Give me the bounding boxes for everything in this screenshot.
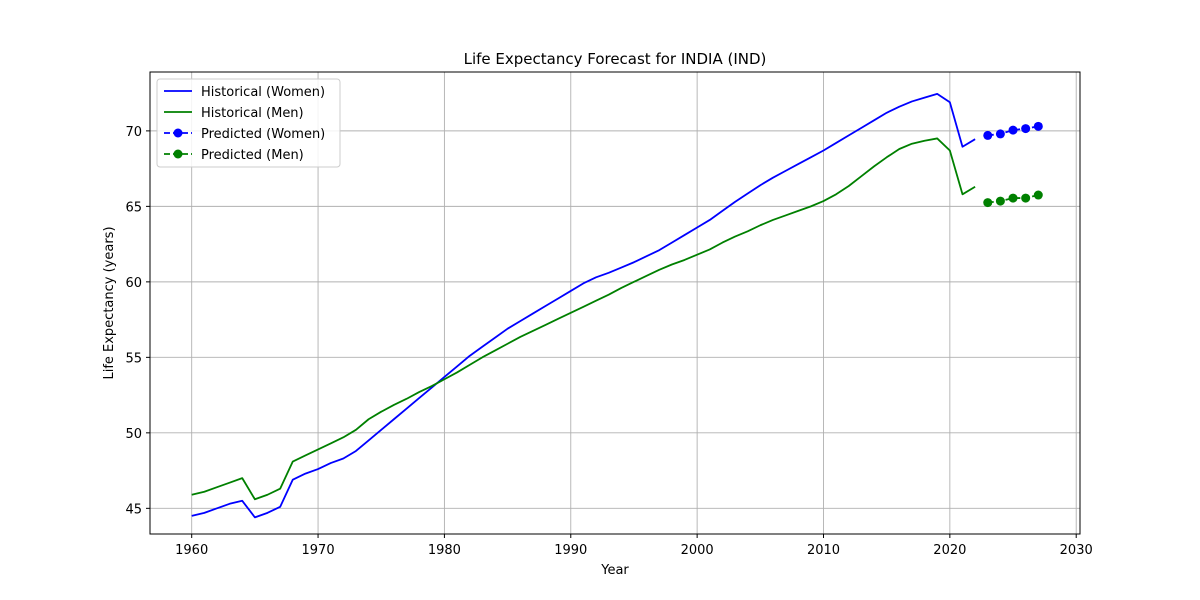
legend-entry: Historical (Men)	[164, 106, 304, 121]
data-point-predicted-women	[1021, 124, 1031, 134]
x-tick-label: 2010	[807, 543, 840, 558]
data-point-predicted-men	[983, 198, 993, 208]
data-point-predicted-men	[995, 196, 1005, 206]
legend-entry: Predicted (Women)	[164, 127, 325, 142]
x-tick-label: 1960	[175, 543, 208, 558]
legend-marker	[173, 149, 183, 159]
grid	[150, 72, 1080, 534]
data-point-predicted-men	[1033, 190, 1043, 200]
y-tick-label: 45	[125, 502, 142, 517]
y-tick-label: 55	[125, 351, 142, 366]
series-group	[191, 92, 1043, 519]
data-point-predicted-women	[983, 130, 993, 140]
x-axis-label: Year	[600, 563, 629, 578]
legend-label: Predicted (Men)	[201, 148, 304, 163]
legend-label: Historical (Women)	[201, 85, 325, 100]
data-point-predicted-women	[1008, 125, 1018, 135]
y-tick-label: 70	[125, 125, 142, 140]
x-tick-label: 1990	[554, 543, 587, 558]
legend-marker	[173, 128, 183, 138]
series-line-historical-women	[191, 92, 976, 519]
data-point-predicted-women	[1033, 121, 1043, 131]
y-tick-label: 65	[125, 200, 142, 215]
data-point-predicted-men	[1008, 193, 1018, 203]
y-axis-label: Life Expectancy (years)	[102, 226, 117, 379]
chart-title: Life Expectancy Forecast for INDIA (IND)	[464, 50, 767, 68]
legend-box	[156, 78, 341, 168]
x-tick-label: 1980	[428, 543, 461, 558]
legend: Historical (Women) Historical (Men) Predic…	[156, 78, 341, 168]
legend-label: Predicted (Women)	[201, 127, 325, 142]
x-tick-label: 2020	[933, 543, 966, 558]
series-line-historical-men	[191, 137, 976, 501]
plot-frame	[149, 71, 1081, 535]
legend-entry: Predicted (Men)	[164, 148, 304, 163]
x-tick-label: 2000	[681, 543, 714, 558]
x-tick-label: 1970	[302, 543, 335, 558]
legend-entry: Historical (Women)	[164, 85, 325, 100]
ticks: 1960 1970 1980 1990 2000 2010 2020 2030 45 50 55 60…	[125, 125, 1092, 558]
legend-label: Historical (Men)	[201, 106, 304, 121]
y-tick-label: 50	[125, 427, 142, 442]
data-point-predicted-women	[995, 129, 1005, 139]
data-point-predicted-men	[1021, 193, 1031, 203]
y-tick-label: 60	[125, 276, 142, 291]
x-tick-label: 2030	[1060, 543, 1093, 558]
